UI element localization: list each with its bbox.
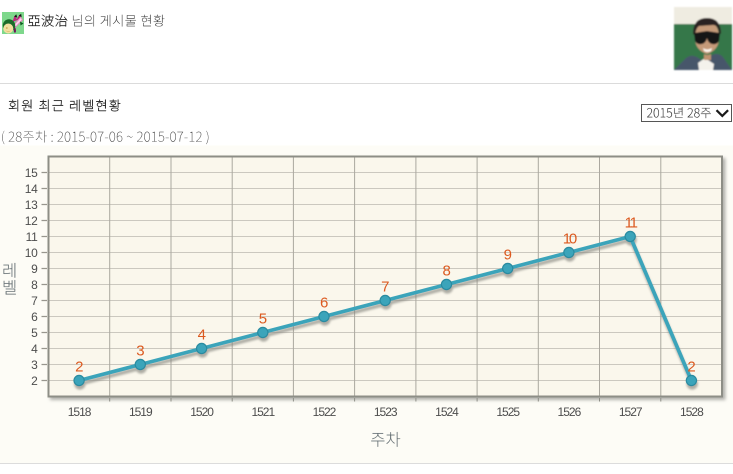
svg-text:10: 10 — [563, 231, 577, 248]
svg-text:3: 3 — [31, 358, 38, 372]
svg-text:6: 6 — [320, 295, 328, 312]
svg-text:11: 11 — [26, 230, 38, 244]
svg-text:7: 7 — [381, 279, 389, 296]
svg-text:1522: 1522 — [313, 405, 337, 419]
svg-text:2: 2 — [687, 359, 695, 376]
svg-text:1528: 1528 — [680, 405, 704, 419]
svg-text:4: 4 — [31, 342, 38, 356]
svg-text:11: 11 — [625, 215, 638, 232]
svg-text:8: 8 — [442, 263, 450, 280]
svg-text:5: 5 — [259, 311, 267, 328]
svg-text:5: 5 — [31, 326, 38, 340]
svg-text:2: 2 — [75, 359, 83, 376]
svg-text:12: 12 — [25, 214, 38, 228]
svg-text:13: 13 — [25, 198, 38, 212]
svg-text:4: 4 — [198, 327, 206, 344]
svg-text:1519: 1519 — [129, 405, 153, 419]
svg-text:6: 6 — [31, 310, 38, 324]
svg-text:1521: 1521 — [251, 405, 275, 419]
svg-text:14: 14 — [25, 182, 38, 196]
svg-text:9: 9 — [504, 247, 512, 264]
svg-text:3: 3 — [136, 343, 144, 360]
svg-text:1523: 1523 — [374, 405, 398, 419]
svg-text:7: 7 — [31, 294, 38, 308]
svg-text:9: 9 — [31, 262, 38, 276]
svg-text:10: 10 — [25, 246, 38, 260]
svg-text:1527: 1527 — [619, 405, 643, 419]
svg-text:2: 2 — [31, 374, 38, 388]
svg-text:1524: 1524 — [435, 405, 459, 419]
svg-text:8: 8 — [31, 278, 38, 292]
svg-text:1525: 1525 — [496, 405, 520, 419]
svg-text:1526: 1526 — [558, 405, 582, 419]
svg-text:1518: 1518 — [68, 405, 92, 419]
svg-text:1520: 1520 — [190, 405, 214, 419]
svg-text:15: 15 — [25, 166, 38, 180]
